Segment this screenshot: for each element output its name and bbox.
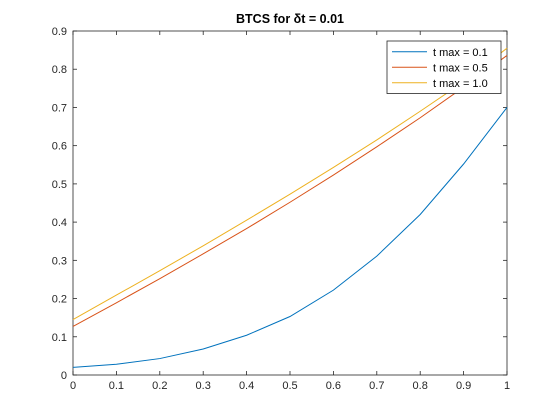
y-tick-label: 0.7 [52, 102, 67, 114]
legend-label: t max = 0.5 [433, 62, 488, 74]
y-tick-label: 0.9 [52, 26, 67, 38]
series-line-3 [72, 47, 508, 321]
legend-label: t max = 0.1 [433, 47, 488, 59]
y-tick-label: 0.2 [52, 294, 67, 306]
x-tick-label: 0.9 [456, 380, 471, 392]
legend: t max = 0.1 t max = 0.5 t max = 1.0 [386, 40, 502, 94]
x-tick-label: 0.6 [326, 380, 341, 392]
y-tick-label: 0.4 [52, 217, 67, 229]
y-tick-label: 0.1 [52, 332, 67, 344]
y-axis: 0 0.1 0.2 0.3 0.4 0.5 0.6 0.7 0.8 0.9 [52, 26, 507, 382]
series-lines [72, 47, 508, 368]
x-tick-label: 0.3 [196, 380, 211, 392]
legend-label: t max = 1.0 [433, 78, 488, 90]
x-tick-label: 0.2 [152, 380, 167, 392]
y-tick-label: 0.6 [52, 141, 67, 153]
series-line-2 [72, 55, 508, 327]
x-tick-label: 0 [70, 380, 76, 392]
x-tick-label: 0.7 [369, 380, 384, 392]
series-line-1 [72, 107, 508, 368]
y-tick-label: 0.8 [52, 64, 67, 76]
y-tick-label: 0.5 [52, 179, 67, 191]
y-tick-label: 0.3 [52, 255, 67, 267]
x-tick-label: 1 [504, 380, 510, 392]
x-tick-label: 0.4 [239, 380, 254, 392]
x-tick-label: 0.5 [282, 380, 297, 392]
y-tick-label: 0 [61, 370, 67, 382]
x-axis: 0 0.1 0.2 0.3 0.4 0.5 0.6 0.7 0.8 0.9 1 [70, 31, 510, 392]
x-tick-label: 0.8 [413, 380, 428, 392]
x-tick-label: 0.1 [109, 380, 124, 392]
chart-title: BTCS for δt = 0.01 [236, 12, 344, 26]
